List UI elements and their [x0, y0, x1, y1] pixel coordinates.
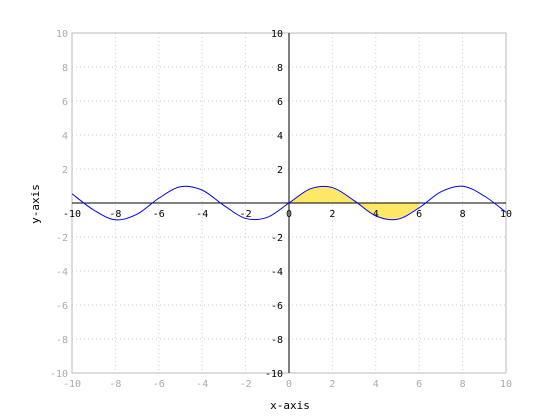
- y-tick-label: -4: [271, 267, 283, 278]
- x-tick-label: -6: [153, 209, 165, 220]
- y-tick-label: -2: [271, 233, 283, 244]
- y-tick-label-left: 4: [62, 131, 68, 142]
- x-tick-label: -8: [109, 209, 121, 220]
- y-tick-label: -10: [265, 369, 283, 380]
- x-tick-label-bottom: -8: [109, 379, 121, 390]
- x-tick-label: -10: [63, 209, 81, 220]
- sine-curve-line: [71, 185, 507, 221]
- x-tick-label-bottom: 6: [416, 379, 422, 390]
- x-axis-title: x-axis: [270, 399, 310, 412]
- y-tick-label: 10: [271, 29, 283, 40]
- y-tick-label-left: -4: [56, 267, 68, 278]
- y-tick-label: -6: [271, 301, 283, 312]
- x-tick-label-bottom: 8: [460, 379, 466, 390]
- y-tick-label-left: 10: [56, 29, 68, 40]
- y-tick-label-left: 8: [62, 63, 68, 74]
- x-tick-label: 4: [373, 209, 379, 220]
- x-tick-label-bottom: -4: [196, 379, 208, 390]
- x-tick-label: 2: [329, 209, 335, 220]
- x-tick-label: 10: [500, 209, 512, 220]
- y-tick-label-left: 6: [62, 97, 68, 108]
- y-tick-label: -8: [271, 335, 283, 346]
- x-tick-label-bottom: -6: [153, 379, 165, 390]
- y-tick-label-left: -10: [50, 369, 68, 380]
- y-tick-label: 2: [277, 165, 283, 176]
- x-tick-label-bottom: 0: [286, 379, 292, 390]
- shaded-area-under-curve: [289, 186, 420, 220]
- axis-tick-labels: -10 -8 -6 -4 -2 0 2 4 6 8 10 -10 -8 -6 -4 -2 2 4 6 8 10: [63, 29, 512, 380]
- y-tick-label: 6: [277, 97, 283, 108]
- y-tick-label-left: -2: [56, 233, 68, 244]
- outer-tick-labels: -10 -8 -6 -4 -2 0 2 4 6 8 10 -10 -8 -6 -4 -2 2 4 6 8 10: [50, 29, 512, 390]
- y-tick-label: 4: [277, 131, 283, 142]
- x-tick-label-bottom: 10: [500, 379, 512, 390]
- x-tick-label: -2: [240, 209, 252, 220]
- x-tick-label-bottom: 2: [329, 379, 335, 390]
- x-tick-label: 6: [416, 209, 422, 220]
- x-tick-label-bottom: -10: [63, 379, 81, 390]
- y-tick-label-left: -6: [56, 301, 68, 312]
- y-tick-label-left: 2: [62, 165, 68, 176]
- y-tick-label-left: -8: [56, 335, 68, 346]
- x-tick-label: 0: [286, 209, 292, 220]
- x-tick-label-bottom: -2: [240, 379, 252, 390]
- y-tick-label: 8: [277, 63, 283, 74]
- x-tick-label: -4: [196, 209, 208, 220]
- x-tick-label-bottom: 4: [373, 379, 379, 390]
- x-tick-label: 8: [460, 209, 466, 220]
- y-axis-title: y-axis: [29, 184, 42, 224]
